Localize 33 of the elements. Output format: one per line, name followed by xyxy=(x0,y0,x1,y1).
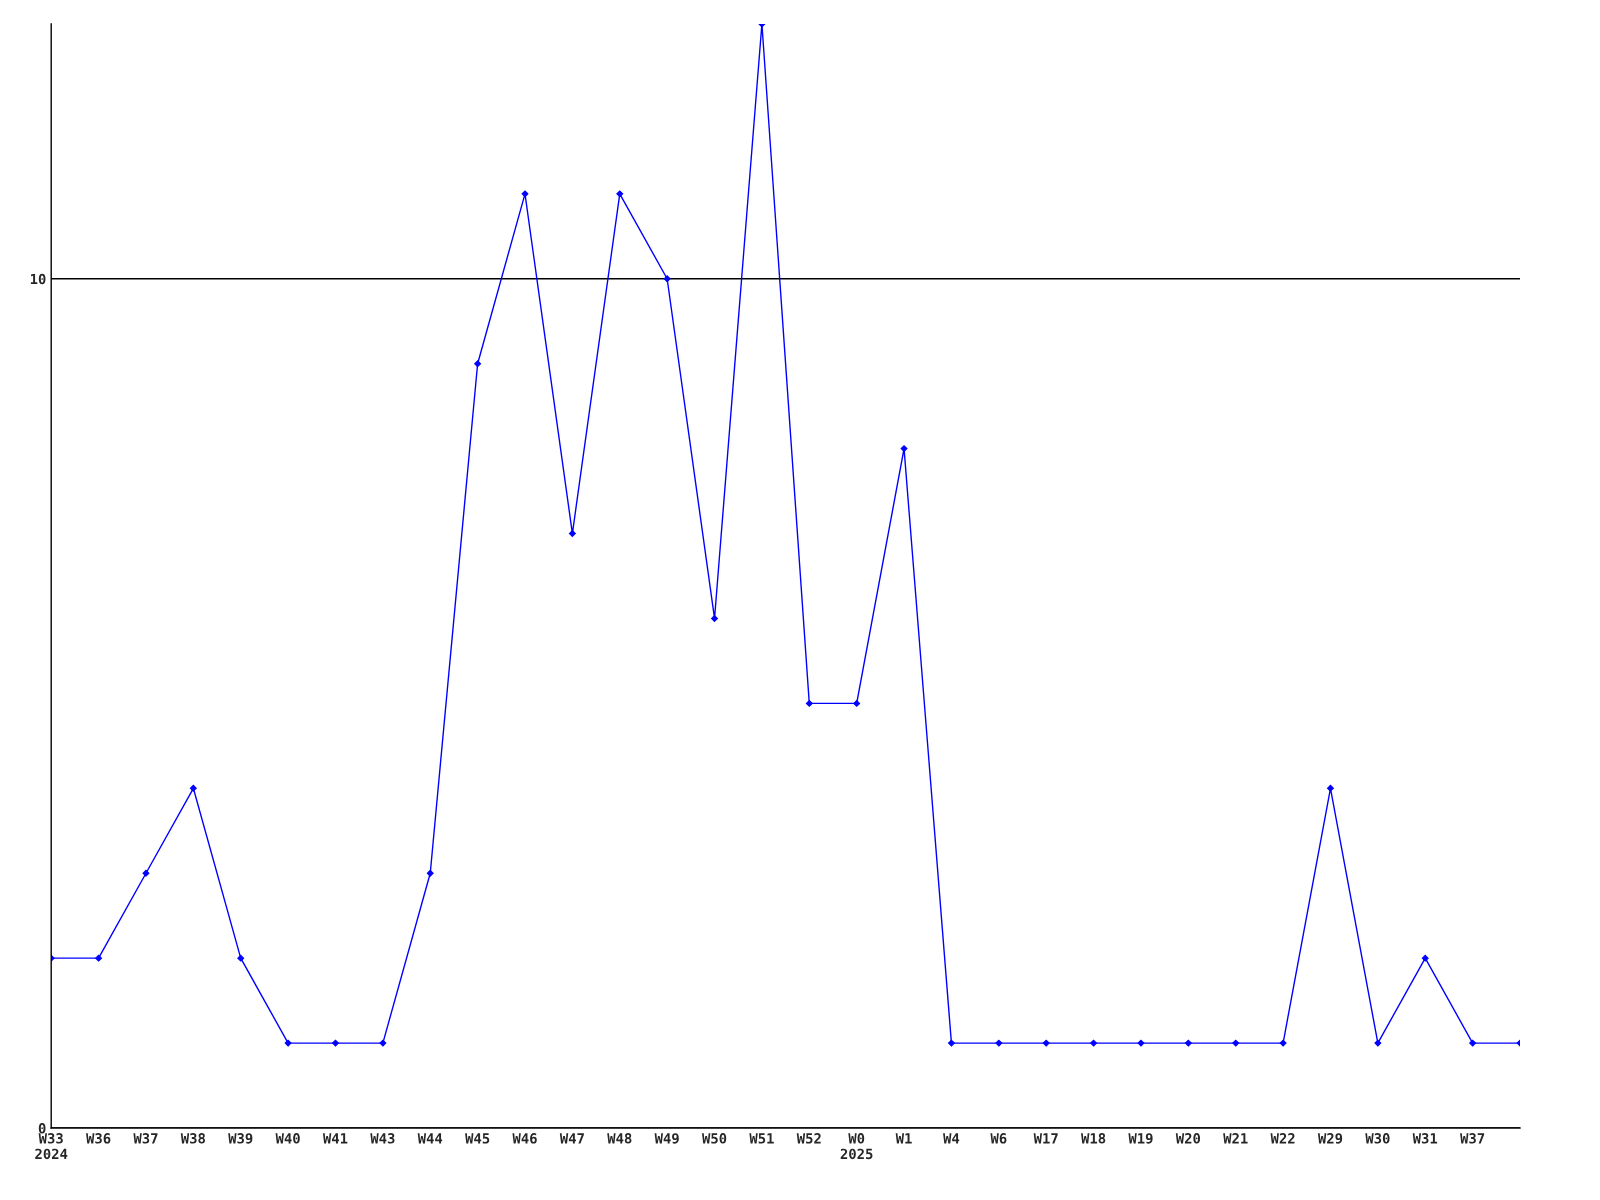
x-tick-label: W40 xyxy=(275,1133,300,1144)
x-tick-label: W43 xyxy=(370,1133,395,1144)
x-tick-label: W48 xyxy=(607,1133,632,1144)
x-tick-label: W51 xyxy=(749,1133,774,1144)
x-tick-label: W1 xyxy=(895,1133,912,1144)
x-tick-label: W18 xyxy=(1081,1133,1106,1144)
x-tick-label: W37 xyxy=(133,1133,158,1144)
x-tick-label: W19 xyxy=(1128,1133,1153,1144)
x-tick-label: W33 2024 xyxy=(35,1133,68,1160)
x-tick-label: W52 xyxy=(796,1133,821,1144)
x-tick-label: W29 xyxy=(1317,1133,1343,1144)
x-tick-label: W41 xyxy=(322,1133,348,1144)
x-tick-label: W22 xyxy=(1270,1133,1295,1144)
x-tick-label: W36 xyxy=(86,1133,111,1144)
x-tick-label: W31 xyxy=(1412,1133,1438,1144)
x-tick-label: W39 xyxy=(228,1133,253,1144)
x-tick-label: W6 xyxy=(990,1133,1007,1144)
x-tick-label: W46 xyxy=(512,1133,537,1144)
x-tick-label: W50 xyxy=(701,1133,727,1144)
x-tick-label: W38 xyxy=(180,1133,206,1144)
x-tick-label: W47 xyxy=(559,1133,584,1144)
x-tick-label: W30 xyxy=(1365,1133,1390,1144)
x-tick-label: W4 xyxy=(943,1133,960,1144)
x-tick-label: W45 xyxy=(465,1133,490,1144)
x-tick-label: W0 2025 xyxy=(840,1133,873,1160)
x-tick-label: W49 xyxy=(654,1133,679,1144)
x-tick-label: W44 xyxy=(417,1133,443,1144)
x-tick-label: W20 xyxy=(1175,1133,1201,1144)
x-tick-label: W37 xyxy=(1460,1133,1485,1144)
x-tick-label: W21 xyxy=(1223,1133,1248,1144)
x-tick-label: W17 xyxy=(1033,1133,1058,1144)
y-tick-label: 0 xyxy=(38,1122,46,1134)
y-tick-label: 10 xyxy=(30,273,46,285)
